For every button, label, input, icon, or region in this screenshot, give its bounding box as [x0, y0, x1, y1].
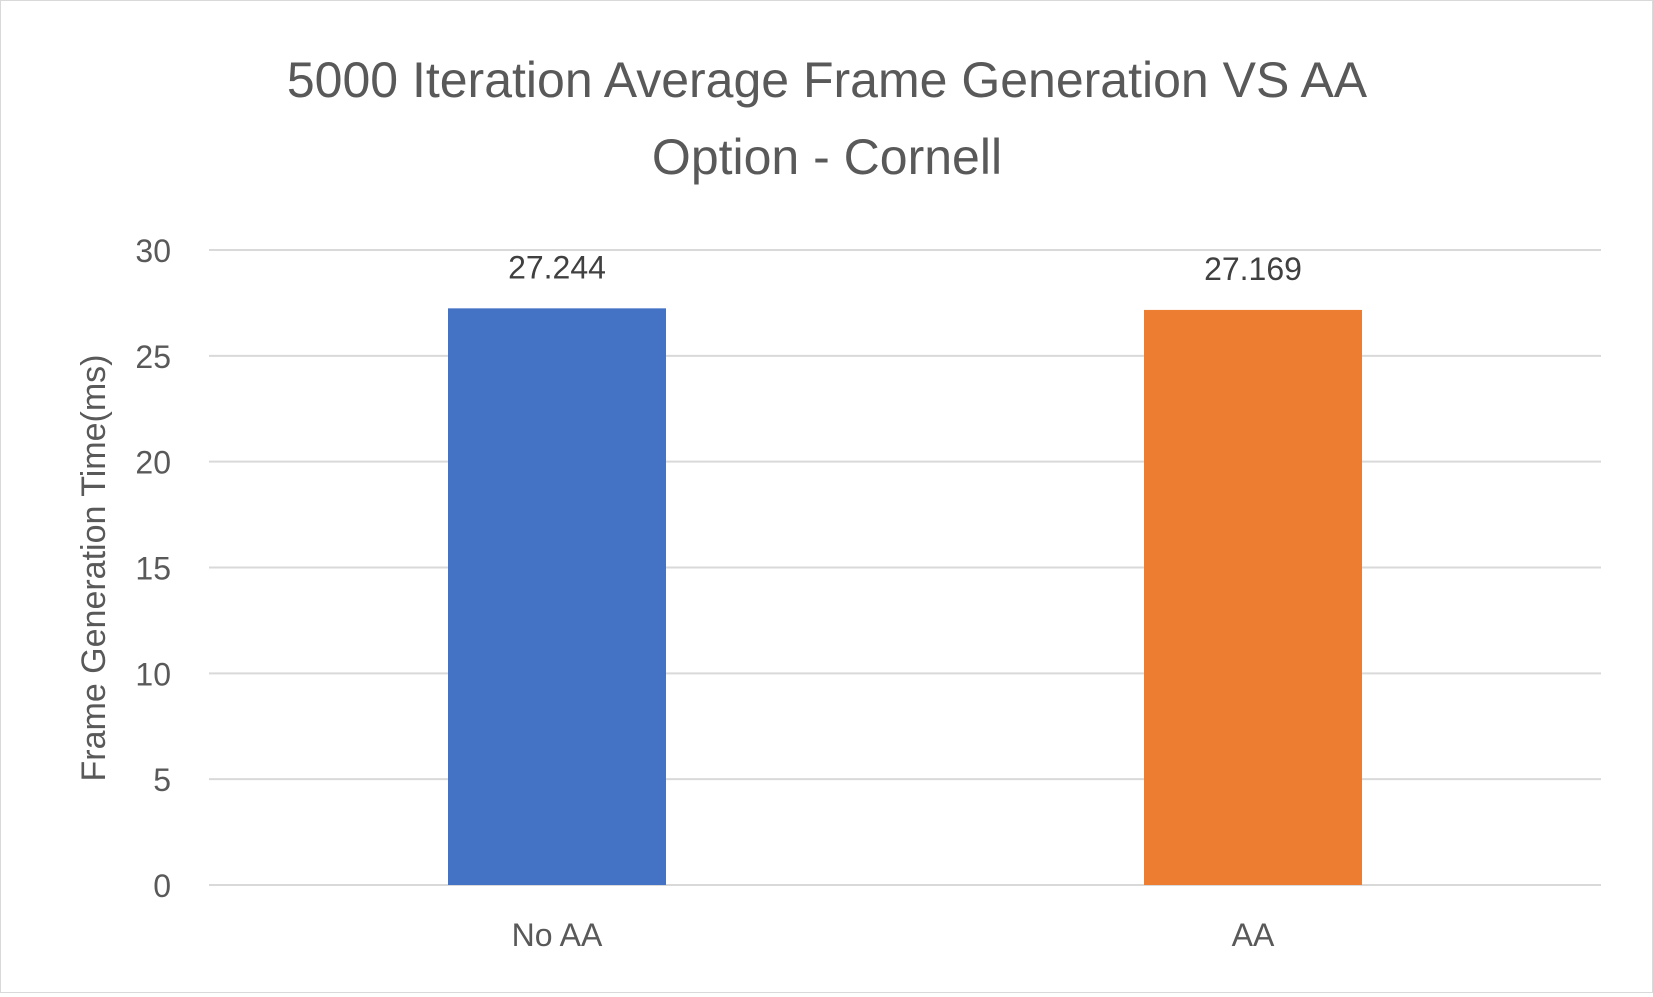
y-tick-label-15: 15 — [135, 551, 171, 587]
data-labels: 27.244 27.169 — [508, 249, 1302, 287]
gridlines — [209, 249, 1601, 886]
y-tick-label-0: 0 — [153, 868, 171, 904]
y-axis-label: Frame Generation Time(ms) — [75, 355, 113, 782]
y-tick-label-10: 10 — [135, 656, 171, 692]
data-label-aa: 27.169 — [1204, 251, 1302, 287]
data-label-no-aa: 27.244 — [508, 249, 606, 285]
y-tick-label-20: 20 — [135, 445, 171, 481]
x-tick-label-aa: AA — [1232, 917, 1275, 953]
y-tick-label-5: 5 — [153, 762, 171, 798]
x-axis-tick-labels: No AA AA — [512, 917, 1275, 953]
chart-title-line-2: Option - Cornell — [652, 129, 1002, 185]
chart-title-line-1: 5000 Iteration Average Frame Generation … — [287, 52, 1368, 108]
y-axis-tick-labels: 0 5 10 15 20 25 30 — [135, 233, 171, 904]
y-tick-label-25: 25 — [135, 339, 171, 375]
x-tick-label-no-aa: No AA — [512, 917, 603, 953]
bars — [448, 308, 1362, 885]
bar-aa — [1144, 309, 1362, 885]
y-tick-label-30: 30 — [135, 233, 171, 269]
bar-no-aa — [448, 308, 666, 885]
